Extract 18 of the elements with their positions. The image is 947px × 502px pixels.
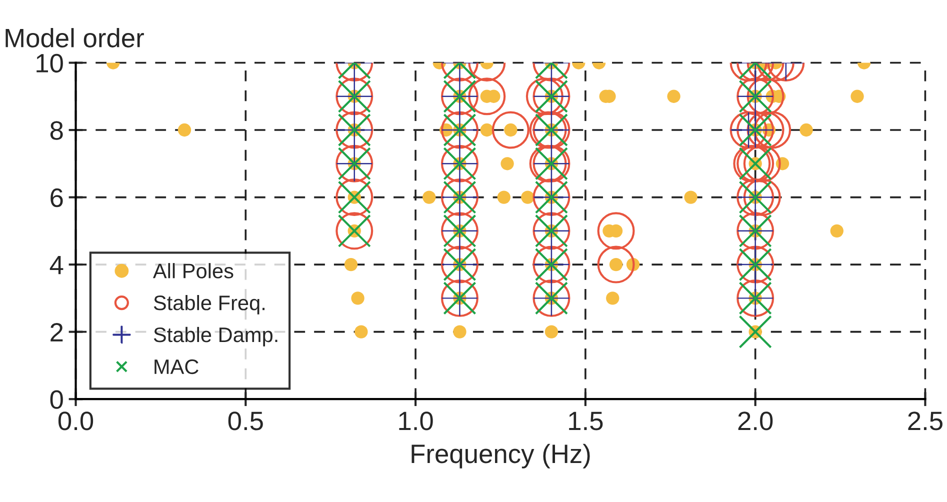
y-tick-label: 10	[36, 54, 63, 73]
y-tick-label: 2	[50, 322, 63, 342]
y-tick-label: 6	[50, 188, 63, 208]
x-tick-label: 1.5	[569, 412, 603, 430]
x-tick-label: 0.0	[58, 412, 94, 430]
y-tick-label: 0	[50, 390, 63, 409]
y-tick-label: 4	[50, 256, 64, 274]
x-tick-label: 1.0	[399, 412, 433, 430]
y-tick-label: 8	[50, 121, 63, 140]
legend-label: All Poles	[152, 263, 234, 278]
legend-label: Stable Freq.	[154, 294, 265, 314]
y-axis-title: Model order	[6, 28, 144, 48]
x-tick-label: 0.5	[228, 412, 263, 430]
legend-label: MAC	[154, 359, 198, 374]
legend-label: Stable Damp.	[154, 326, 278, 346]
x-tick-label: 2.0	[738, 412, 773, 430]
x-axis-title: Frequency (Hz)	[412, 444, 590, 468]
x-tick-label: 2.5	[908, 412, 942, 430]
